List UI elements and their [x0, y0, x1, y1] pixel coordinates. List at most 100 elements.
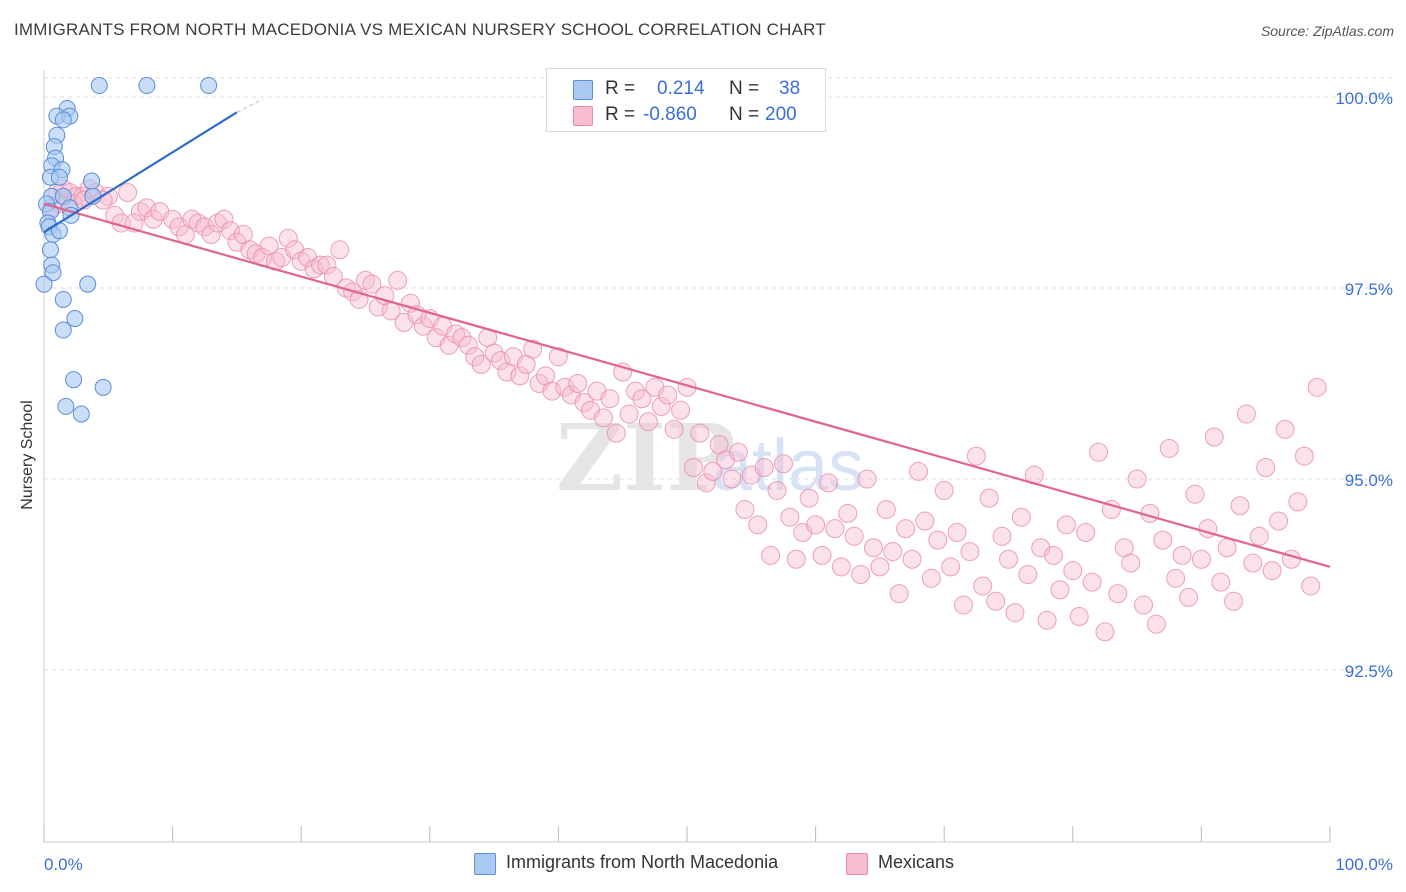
data-point-mexicans	[934, 480, 954, 500]
data-point-mexicans	[593, 408, 613, 428]
legend-row-north-macedonia: R = 0.214 N = 38	[547, 75, 825, 101]
data-point-mexicans	[542, 381, 562, 401]
data-point-mexicans	[388, 270, 408, 290]
data-point-mexicans	[799, 488, 819, 508]
data-point-mexicans	[928, 530, 948, 550]
data-point-mexicans	[1153, 530, 1173, 550]
data-point-mexicans	[137, 198, 157, 218]
data-point-mexicans	[1069, 607, 1089, 627]
data-point-mexicans	[458, 335, 478, 355]
data-point-mexicans	[1191, 549, 1211, 569]
data-point-mexicans	[953, 595, 973, 615]
data-point-mexicans	[214, 209, 234, 229]
data-point-mexicans	[220, 221, 240, 241]
data-point-mexicans	[786, 549, 806, 569]
data-point-mexicans	[973, 576, 993, 596]
data-point-mexicans	[658, 385, 678, 405]
data-point-mexicans	[484, 343, 504, 363]
data-point-mexicans	[921, 568, 941, 588]
data-point-mexicans	[195, 217, 215, 237]
data-point-mexicans	[883, 542, 903, 562]
data-point-north-macedonia	[90, 77, 108, 95]
data-point-mexicans	[902, 549, 922, 569]
data-point-mexicans	[310, 255, 330, 275]
data-point-mexicans	[979, 488, 999, 508]
data-point-mexicans	[966, 446, 986, 466]
data-point-mexicans	[748, 515, 768, 535]
legend-swatch-blue	[474, 853, 496, 875]
data-point-mexicans	[1294, 446, 1314, 466]
data-point-mexicans	[896, 519, 916, 539]
data-point-mexicans	[999, 549, 1018, 569]
data-point-mexicans	[761, 545, 781, 565]
data-point-north-macedonia	[200, 77, 218, 95]
data-point-north-macedonia	[65, 371, 83, 389]
data-point-mexicans	[1101, 500, 1121, 520]
legend-label: Immigrants from North Macedonia	[506, 852, 779, 872]
data-point-mexicans	[754, 458, 774, 478]
data-point-mexicans	[690, 423, 710, 443]
legend-r-value: 0.214	[657, 78, 705, 99]
data-point-mexicans	[1056, 515, 1076, 535]
data-point-mexicans	[806, 515, 826, 535]
data-point-mexicans	[683, 458, 703, 478]
data-point-mexicans	[465, 347, 485, 367]
data-point-mexicans	[1146, 614, 1166, 634]
data-point-mexicans	[317, 255, 337, 275]
data-point-mexicans	[523, 339, 543, 359]
data-point-north-macedonia	[44, 264, 62, 282]
data-point-mexicans	[1236, 404, 1256, 424]
data-point-mexicans	[1044, 545, 1064, 565]
data-point-mexicans	[1243, 553, 1263, 573]
data-point-mexicans	[1121, 553, 1141, 573]
legend-label: Mexicans	[878, 852, 955, 872]
data-point-mexicans	[143, 209, 163, 229]
data-point-mexicans	[818, 473, 838, 493]
data-point-mexicans	[863, 538, 883, 558]
data-point-mexicans	[568, 374, 588, 393]
y-tick-label: 97.5%	[1345, 280, 1393, 299]
legend-row-mexicans: R = -0.860 N = 200	[547, 101, 825, 127]
data-point-mexicans	[413, 316, 433, 336]
data-point-mexicans	[851, 565, 871, 584]
data-point-mexicans	[626, 381, 646, 401]
data-point-mexicans	[960, 542, 980, 562]
data-point-mexicans	[1005, 603, 1025, 623]
data-point-mexicans	[1275, 419, 1295, 439]
data-point-north-macedonia	[72, 405, 90, 423]
data-point-mexicans	[876, 500, 896, 520]
data-point-north-macedonia	[54, 290, 72, 308]
data-point-mexicans	[831, 557, 851, 577]
watermark-zip: ZIP	[556, 404, 735, 512]
data-point-mexicans	[1224, 591, 1244, 611]
data-point-mexicans	[1095, 622, 1115, 642]
data-point-mexicans	[1262, 561, 1282, 581]
data-point-north-macedonia	[50, 168, 68, 186]
data-point-mexicans	[600, 389, 620, 409]
watermark: ZIP atlas	[556, 404, 864, 512]
data-point-mexicans	[941, 557, 961, 577]
legend-n-label: N =	[729, 104, 760, 125]
data-point-mexicans	[1089, 442, 1109, 462]
data-point-mexicans	[992, 526, 1012, 546]
data-point-mexicans	[651, 396, 671, 416]
data-point-mexicans	[1063, 561, 1083, 581]
data-point-north-macedonia	[138, 77, 156, 95]
data-point-mexicans	[548, 347, 568, 367]
data-point-mexicans	[1249, 526, 1269, 546]
correlation-legend: R = 0.214 N = 38 R = -0.860 N = 200	[546, 68, 826, 132]
legend-n-value: 38	[779, 78, 801, 99]
legend-n-value: 200	[765, 104, 797, 125]
data-point-mexicans	[825, 519, 845, 539]
y-tick-label: 100.0%	[1335, 89, 1393, 108]
data-point-mexicans	[1301, 576, 1321, 596]
data-point-mexicans	[1108, 584, 1128, 604]
y-tick-label: 92.5%	[1345, 662, 1393, 681]
data-point-mexicans	[844, 526, 864, 546]
data-point-mexicans	[889, 584, 909, 604]
data-point-north-macedonia	[66, 310, 84, 328]
tick-labels: 100.0% 97.5% 95.0% 92.5% 0.0% 100.0%	[44, 89, 1393, 874]
data-point-mexicans	[638, 412, 658, 432]
data-point-mexicans	[1256, 458, 1276, 478]
